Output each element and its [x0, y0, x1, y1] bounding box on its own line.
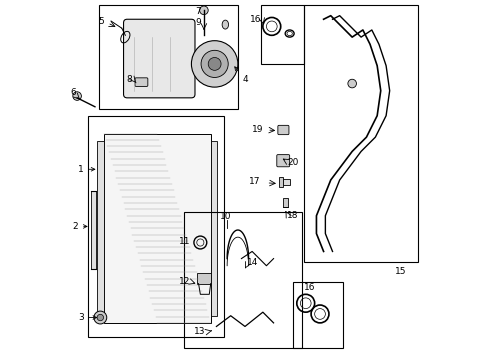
Text: 9: 9 [195, 18, 201, 27]
Circle shape [94, 311, 107, 324]
Text: 12: 12 [179, 277, 191, 286]
Circle shape [97, 314, 103, 321]
Text: 3: 3 [78, 313, 97, 322]
Text: 19: 19 [252, 125, 264, 134]
Circle shape [348, 79, 356, 88]
Text: 20: 20 [287, 158, 298, 167]
Text: 10: 10 [220, 212, 232, 221]
FancyBboxPatch shape [123, 19, 195, 98]
FancyBboxPatch shape [135, 78, 148, 86]
FancyBboxPatch shape [278, 125, 289, 135]
Text: 6: 6 [70, 88, 75, 97]
Text: 7: 7 [195, 7, 201, 16]
Bar [283, 179, 290, 185]
Text: 5: 5 [98, 17, 103, 26]
Text: 1: 1 [78, 165, 95, 174]
Circle shape [199, 6, 208, 15]
Bar [98, 141, 104, 316]
Bar [91, 191, 97, 269]
Text: 16: 16 [249, 15, 261, 24]
Text: 8: 8 [126, 75, 132, 84]
Circle shape [192, 41, 238, 87]
Bar [104, 134, 211, 323]
Text: 2: 2 [73, 222, 87, 231]
Bar [211, 141, 218, 316]
Text: 13: 13 [194, 327, 205, 336]
Text: 15: 15 [395, 267, 407, 276]
Bar [283, 198, 288, 207]
Circle shape [73, 92, 81, 100]
FancyBboxPatch shape [277, 155, 290, 167]
Text: 11: 11 [179, 237, 191, 246]
Circle shape [208, 58, 221, 70]
Text: 14: 14 [247, 258, 258, 267]
Text: 4: 4 [235, 67, 248, 85]
Circle shape [201, 50, 228, 77]
Text: 17: 17 [248, 177, 260, 186]
Ellipse shape [222, 20, 228, 29]
Bar [279, 177, 283, 187]
Text: 18: 18 [287, 211, 298, 220]
Bar [197, 273, 211, 284]
Text: 16: 16 [303, 283, 315, 292]
